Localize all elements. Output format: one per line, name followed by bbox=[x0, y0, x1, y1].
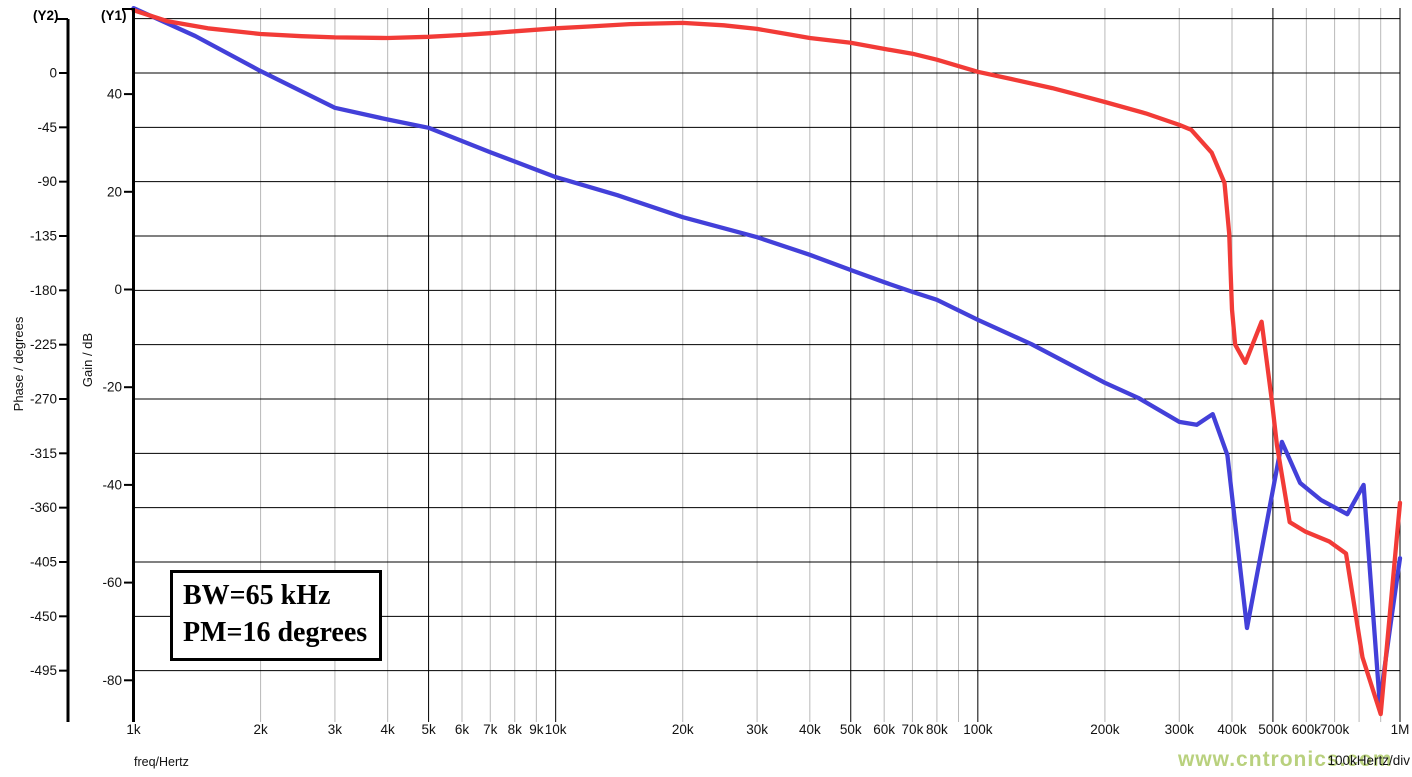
x-tick-label-3k: 3k bbox=[328, 722, 343, 737]
annotation-line-pm: PM=16 degrees bbox=[183, 617, 368, 648]
watermark-text: www.cntronics.com bbox=[1178, 748, 1393, 771]
y1-tick-label-0: 0 bbox=[114, 282, 122, 297]
x-tick-label-6k: 6k bbox=[455, 722, 470, 737]
y2-tick-label--90: -90 bbox=[37, 174, 57, 189]
x-tick-label-60k: 60k bbox=[873, 722, 895, 737]
x-tick-label-30k: 30k bbox=[746, 722, 768, 737]
x-tick-label-500k: 500k bbox=[1258, 722, 1288, 737]
y1-tick-label--20: -20 bbox=[102, 380, 122, 395]
y2-tick-label--495: -495 bbox=[30, 663, 57, 678]
x-tick-label-70k: 70k bbox=[902, 722, 924, 737]
y2-tick-label--180: -180 bbox=[30, 283, 57, 298]
x-axis-div-note: 100kHertz/div bbox=[1327, 753, 1410, 768]
x-tick-label-2k: 2k bbox=[253, 722, 268, 737]
x-tick-label-40k: 40k bbox=[799, 722, 821, 737]
y2-tick-label--225: -225 bbox=[30, 337, 57, 352]
y1-axis-indicator: (Y1) bbox=[101, 8, 127, 23]
x-tick-label-1M: 1M bbox=[1391, 722, 1410, 737]
x-axis-title: freq/Hertz bbox=[134, 755, 189, 769]
x-tick-label-600k: 600k bbox=[1292, 722, 1322, 737]
y2-tick-label--405: -405 bbox=[30, 554, 57, 569]
annotation-box: BW=65 kHz PM=16 degrees bbox=[170, 570, 383, 661]
x-tick-label-10k: 10k bbox=[545, 722, 567, 737]
x-tick-label-20k: 20k bbox=[672, 722, 694, 737]
y1-tick-label--80: -80 bbox=[102, 673, 122, 688]
x-tick-label-7k: 7k bbox=[483, 722, 498, 737]
y2-tick-label--360: -360 bbox=[30, 500, 57, 515]
y2-tick-label--135: -135 bbox=[30, 228, 57, 243]
x-tick-label-200k: 200k bbox=[1090, 722, 1120, 737]
x-tick-label-1k: 1k bbox=[126, 722, 141, 737]
gain-curve bbox=[131, 5, 1403, 705]
gain-axis-title: Gain / dB bbox=[80, 332, 95, 388]
x-tick-label-400k: 400k bbox=[1217, 722, 1247, 737]
x-tick-label-9k: 9k bbox=[529, 722, 544, 737]
x-tick-label-80k: 80k bbox=[926, 722, 948, 737]
x-tick-label-50k: 50k bbox=[840, 722, 862, 737]
x-tick-label-300k: 300k bbox=[1165, 722, 1195, 737]
y2-tick-label--450: -450 bbox=[30, 609, 57, 624]
y2-tick-label-0: 0 bbox=[49, 66, 57, 81]
y2-tick-label--270: -270 bbox=[30, 391, 57, 406]
y1-tick-label-20: 20 bbox=[107, 184, 122, 199]
y2-tick-label--315: -315 bbox=[30, 446, 57, 461]
y1-tick-label--60: -60 bbox=[102, 575, 122, 590]
phase-axis-title: Phase / degrees bbox=[11, 316, 26, 412]
phase-curve bbox=[131, 8, 1403, 717]
x-tick-label-4k: 4k bbox=[381, 722, 396, 737]
y2-tick-label--45: -45 bbox=[37, 120, 57, 135]
y1-tick-label-40: 40 bbox=[107, 87, 122, 102]
y1-tick-label--40: -40 bbox=[102, 477, 122, 492]
x-tick-label-5k: 5k bbox=[421, 722, 436, 737]
y2-axis-indicator: (Y2) bbox=[33, 8, 59, 23]
x-tick-label-100k: 100k bbox=[963, 722, 993, 737]
x-tick-label-700k: 700k bbox=[1320, 722, 1350, 737]
annotation-line-bw: BW=65 kHz bbox=[183, 580, 331, 611]
x-tick-label-8k: 8k bbox=[508, 722, 523, 737]
